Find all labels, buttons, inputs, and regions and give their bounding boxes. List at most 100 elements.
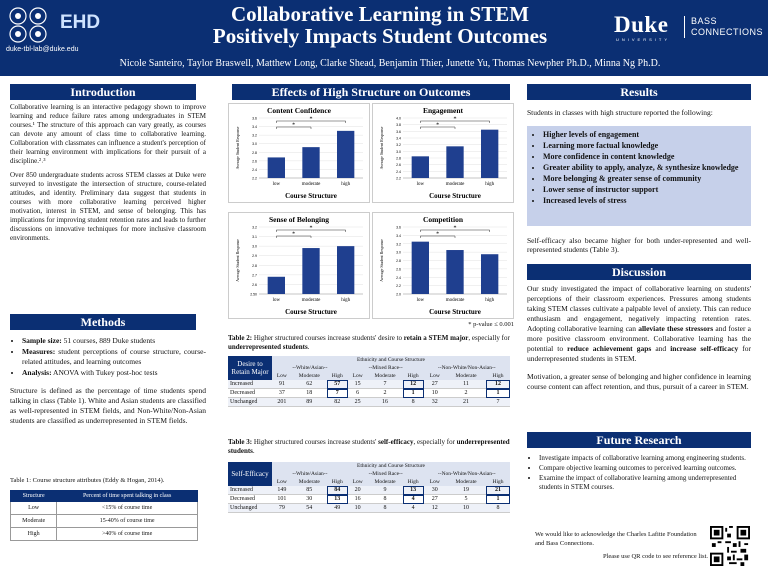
chart-y-tick: 2.2 (396, 284, 401, 288)
table-cell: 8 (367, 503, 403, 513)
chart-bar (302, 248, 320, 294)
chart-y-tick: 3.2 (252, 226, 257, 230)
discussion-heading: Discussion (527, 264, 751, 280)
chart-title: Engagement (423, 106, 464, 115)
chart-svg: Content Confidence 2.2 2.4 2.6 2.8 3.0 3.2 3.4 3… (235, 106, 363, 200)
list-item: More confidence in content knowledge (543, 152, 747, 162)
methods-heading: Methods (10, 314, 196, 330)
ehd-logo-text: EHD (60, 12, 101, 33)
table3: Self-Efficacy Ethnicity and Course Struct… (228, 462, 510, 513)
chart-y-label: Average Student Response (235, 239, 240, 282)
chart-y-tick: 3.0 (252, 142, 257, 146)
table-group-header: --White/Asian-- (272, 470, 348, 478)
table-level-header: High (326, 372, 348, 380)
table-row: High >40% of course time (9, 527, 198, 541)
chart-x-tick: high (341, 182, 350, 187)
table-level-header: Low (423, 478, 447, 486)
significance-bracket (276, 235, 312, 238)
chart-bar (411, 156, 429, 178)
table-row: Self-Efficacy Ethnicity and Course Struct… (228, 462, 510, 486)
chart-x-tick: low (273, 298, 281, 303)
chart-y-tick: 2.4 (252, 168, 257, 172)
table-super-header: Ethnicity and Course Structure (272, 462, 510, 470)
chart-x-tick: moderate (302, 298, 321, 303)
table-cell: 7 (486, 397, 510, 407)
table-super-header: Ethnicity and Course Structure (272, 356, 510, 364)
results-after: Self-efficacy also became higher for bot… (527, 236, 751, 254)
table2-caption: Table 2: Higher structured courses incre… (228, 334, 510, 351)
chart-x-tick: moderate (446, 182, 465, 187)
chart-bar (337, 130, 355, 178)
table-cell: 21 (446, 397, 486, 407)
table-cell: 25 (347, 397, 368, 407)
table-cell: 7 (326, 388, 348, 398)
table1: Structure Percent of time spent talking … (9, 490, 198, 541)
table-cell: 62 (291, 380, 327, 389)
table1-caption: Table 1: Course structure attributes (Ed… (10, 477, 165, 484)
table-cell: 20 (347, 486, 368, 495)
qr-note: Please use QR code to see reference list… (602, 553, 708, 560)
significance-star: * (292, 232, 295, 238)
table-cell: 2 (367, 388, 403, 398)
table-row: Moderate 15-40% of course time (9, 514, 198, 528)
duke-logo-text: Duke (614, 12, 669, 37)
table-cell: 12 (486, 380, 510, 389)
table-cell: 12 (423, 503, 447, 513)
list-item: More belonging & greater sense of commun… (543, 174, 747, 184)
table-row: Unchanged 79 54 49 10 8 4 12 10 8 (228, 503, 510, 513)
contact-email[interactable]: duke-tbl-lab@duke.edu (6, 46, 79, 53)
chart-y-tick: 2.7 (252, 273, 257, 277)
future-research-text: Investigate impacts of collaborative lea… (527, 454, 751, 493)
table-row: Structure Percent of time spent talking … (9, 490, 198, 502)
list-item: Lower sense of instructor support (543, 185, 747, 195)
chart-y-tick: 2.6 (252, 283, 257, 287)
chart-y-tick: 3.4 (396, 234, 401, 238)
table-cell: 16 (347, 494, 368, 504)
table-cell: 7 (367, 380, 403, 389)
chart-bar (267, 157, 285, 178)
table-cell: 10 (423, 388, 447, 398)
discussion-paragraph-2: Motivation, a greater sense of belonging… (527, 372, 751, 391)
table-cell: 85 (291, 486, 327, 495)
chart-y-tick: 2.4 (396, 276, 401, 280)
results-box: Higher levels of engagement Learning mor… (527, 126, 751, 226)
chart-y-tick: 4.0 (396, 117, 401, 121)
chart-bar (446, 146, 464, 178)
chart-y-tick: 3.8 (396, 123, 401, 127)
table-level-header: High (486, 478, 510, 486)
chart-x-tick: low (417, 298, 425, 303)
table-row: Low Moderate High Low Moderate High Low Moderat… (228, 372, 510, 380)
table-level-header: Low (272, 478, 292, 486)
table-row-label: Increased (228, 380, 272, 389)
table-cell: 32 (423, 397, 447, 407)
table-level-header: High (486, 372, 510, 380)
table-row: Desire to Retain Major Ethnicity and Cour… (228, 356, 510, 380)
table-row-label: Unchanged (228, 503, 272, 513)
chart-y-tick: 2.4 (396, 170, 401, 174)
table-cell: 10 (347, 503, 368, 513)
table-row: Unchanged 201 89 82 25 16 8 32 21 7 (228, 397, 510, 407)
chart-svg: Competition 2.0 2.2 2.4 2.6 2.8 3.0 3.2 3.4 3.6 lo… (379, 215, 507, 316)
list-item: Higher levels of engagement (543, 130, 747, 140)
p-value-note: * p-value ≤ 0.001 (468, 321, 514, 328)
table-cell: 149 (272, 486, 292, 495)
chart-bar (302, 147, 320, 178)
table-cell: 9 (367, 486, 403, 495)
table-cell: 1 (486, 494, 510, 504)
chart-y-tick: 3.6 (396, 226, 401, 230)
list-item: Learning more factual knowledge (543, 141, 747, 151)
table-cell: 10 (446, 503, 486, 513)
qr-code-icon[interactable] (710, 526, 750, 566)
poster-header: EHD duke-tbl-lab@duke.edu Collaborative … (0, 0, 768, 76)
table-level-header: High (326, 478, 348, 486)
table-row-header: Desire to Retain Major (228, 356, 272, 380)
table-cell: 4 (402, 494, 424, 504)
table-cell: 101 (272, 494, 292, 504)
chart-bar (267, 276, 285, 294)
table-cell: 12 (402, 380, 424, 389)
chart-y-tick: 3.6 (252, 117, 257, 121)
significance-star: * (454, 117, 457, 123)
chart-x-tick: low (273, 182, 281, 187)
introduction-paragraph-1: Collaborative learning is an interactive… (10, 103, 206, 165)
chart-y-tick: 2.8 (396, 157, 401, 161)
